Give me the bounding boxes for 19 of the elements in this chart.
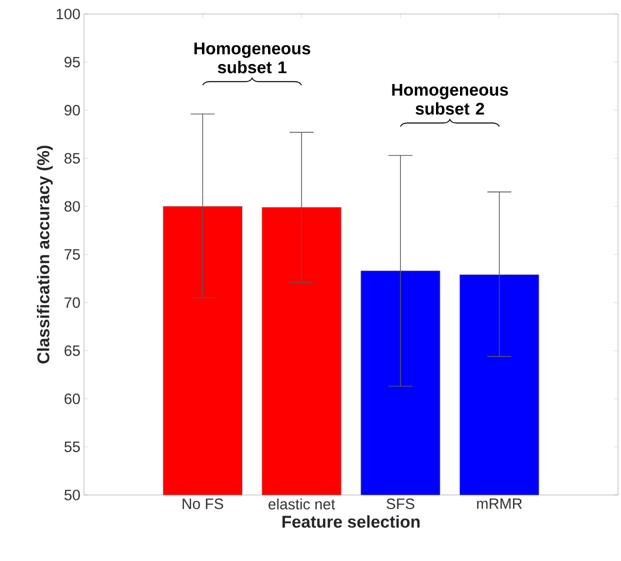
- y-tick-label: 80: [64, 201, 80, 212]
- x-axis-title: Feature selection: [282, 515, 420, 528]
- x-tick-label: No FS: [182, 498, 224, 510]
- y-tick-label: 95: [64, 56, 80, 68]
- y-tick-label: 85: [64, 152, 80, 164]
- annotation: Homogeneous subset 1: [194, 42, 310, 74]
- y-tick-label: 55: [64, 442, 80, 452]
- x-tick-label: mRMR: [477, 498, 522, 509]
- annotation: Homogeneous subset 2: [392, 84, 508, 115]
- y-tick-label: 90: [64, 104, 80, 116]
- y-tick-label: 60: [64, 393, 80, 404]
- y-tick-label: 70: [64, 297, 80, 308]
- x-tick-label: SFS: [386, 498, 414, 510]
- y-axis-title: Classification accuracy (%): [36, 146, 53, 364]
- y-tick-label: 75: [64, 249, 80, 260]
- x-tick-label: elastic net: [268, 498, 336, 510]
- y-tick-label: 50: [64, 490, 80, 500]
- y-tick-label: 100: [56, 8, 80, 20]
- y-tick-label: 65: [64, 345, 80, 356]
